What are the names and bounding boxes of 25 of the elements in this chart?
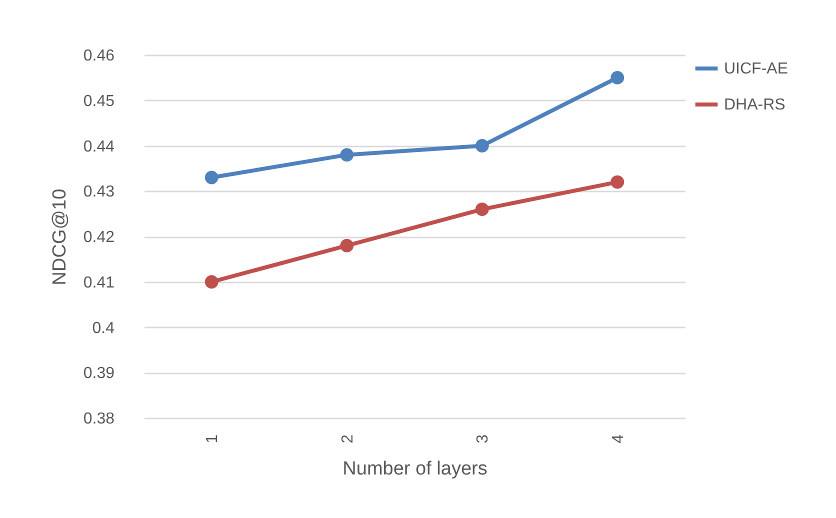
legend-label: DHA-RS [724, 96, 786, 114]
y-tick-label: 0.38 [83, 410, 115, 428]
point [340, 148, 354, 162]
y-tick-label: 0.42 [83, 229, 115, 246]
y-axis-title: NDCG@10 [49, 188, 70, 286]
legend-label: UICF-AE [724, 60, 788, 78]
y-tick-label: 0.39 [83, 365, 115, 382]
point [204, 275, 218, 289]
y-tick-label: 0.44 [83, 138, 115, 156]
point [475, 202, 489, 216]
y-tick-label: 0.45 [83, 92, 115, 110]
point [340, 238, 354, 252]
point [610, 175, 624, 189]
y-tick-label: 0.46 [83, 48, 115, 64]
point [610, 70, 624, 84]
y-tick-label: 0.43 [83, 184, 115, 201]
y-tick-label: 0.4 [92, 320, 115, 337]
y-tick-label: 0.41 [83, 274, 115, 292]
point [204, 170, 218, 184]
x-tick-label: 3 [474, 434, 492, 444]
x-axis-title: Number of layers [342, 458, 488, 480]
x-tick-label: 4 [610, 434, 627, 444]
x-tick-label: 2 [339, 434, 356, 444]
x-tick-label: 1 [204, 434, 222, 444]
point [475, 139, 489, 152]
